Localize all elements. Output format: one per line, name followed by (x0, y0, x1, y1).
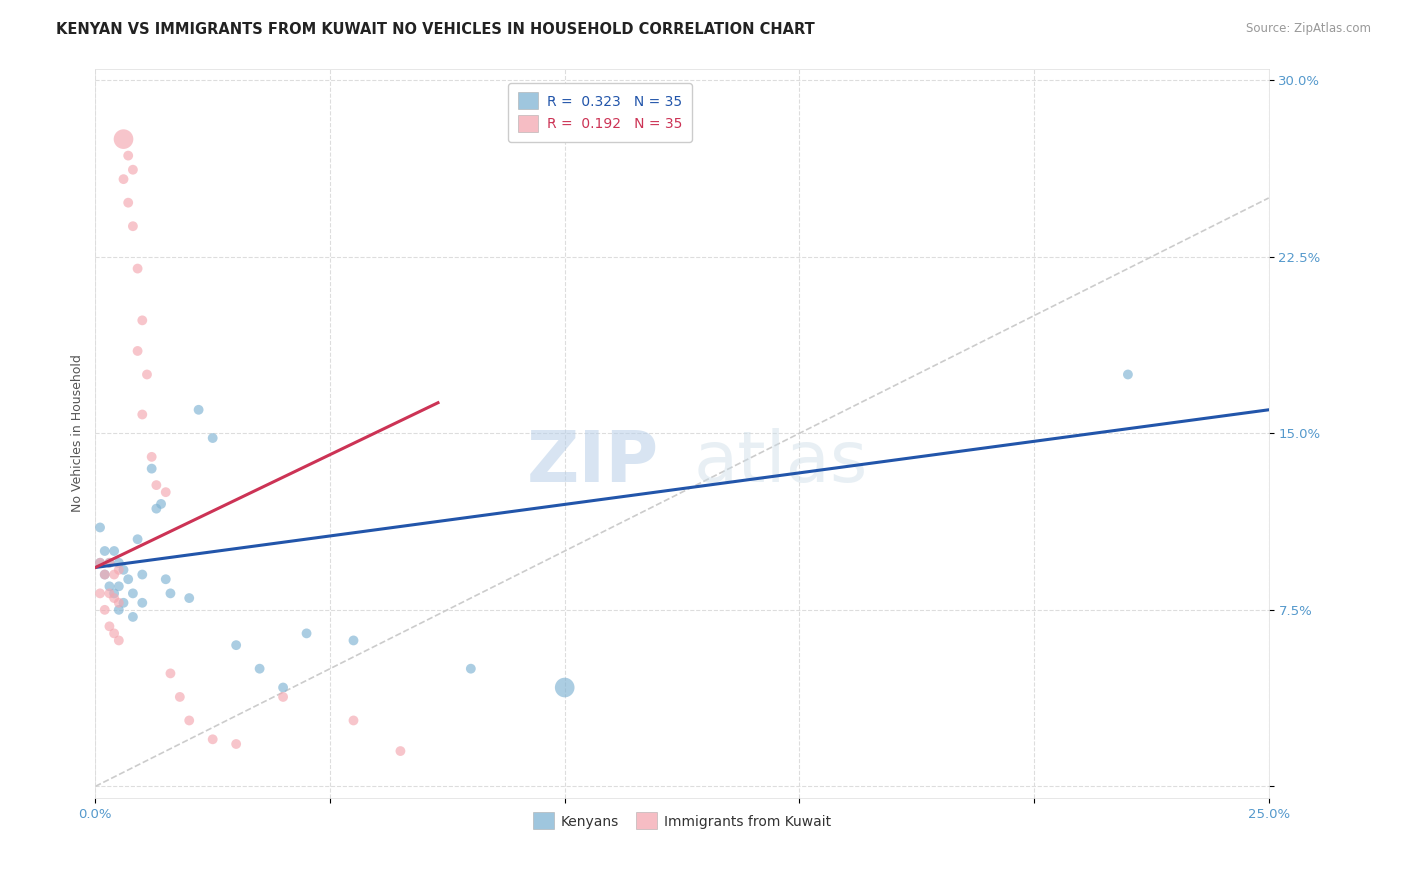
Point (93, 603, 115, 617)
Point (554, 681, 576, 695)
Point (150, 497, 173, 511)
Point (98, 619, 121, 633)
Point (131, 313, 153, 327)
Point (93, 544, 115, 558)
Point (201, 431, 224, 445)
Point (117, 572, 139, 586)
Text: Source: ZipAtlas.com: Source: ZipAtlas.com (1246, 22, 1371, 36)
Point (93, 567, 115, 582)
Point (1116, 368, 1139, 382)
Point (108, 603, 131, 617)
Text: KENYAN VS IMMIGRANTS FROM KUWAIT NO VEHICLES IN HOUSEHOLD CORRELATION CHART: KENYAN VS IMMIGRANTS FROM KUWAIT NO VEHI… (56, 22, 815, 37)
Point (342, 714, 364, 728)
Point (108, 633, 131, 648)
Point (89, 556, 111, 570)
Point (131, 596, 153, 610)
Point (141, 461, 163, 475)
Point (460, 662, 482, 676)
Point (389, 744, 412, 758)
Point (169, 690, 191, 704)
Point (103, 567, 125, 582)
Point (155, 572, 177, 586)
Point (108, 563, 131, 577)
Legend: Kenyans, Immigrants from Kuwait: Kenyans, Immigrants from Kuwait (527, 807, 837, 835)
Point (122, 610, 145, 624)
Point (136, 368, 159, 382)
Point (108, 556, 131, 570)
Point (271, 681, 294, 695)
Point (145, 478, 167, 492)
Point (145, 501, 167, 516)
Point (271, 690, 294, 704)
Point (342, 633, 364, 648)
Point (89, 556, 111, 570)
Point (98, 556, 121, 570)
Point (117, 148, 139, 162)
Point (103, 544, 125, 558)
Point (112, 596, 135, 610)
Point (201, 732, 224, 747)
Point (225, 638, 247, 652)
Point (249, 662, 271, 676)
Point (127, 261, 149, 276)
Point (122, 162, 145, 177)
Point (225, 737, 247, 751)
Point (98, 586, 121, 600)
Point (159, 586, 181, 600)
Point (112, 563, 135, 577)
Point (108, 596, 131, 610)
Point (108, 579, 131, 593)
Text: ZIP: ZIP (526, 428, 658, 497)
Point (112, 132, 135, 146)
Point (103, 586, 125, 600)
Point (159, 666, 181, 681)
Point (122, 219, 145, 234)
Point (98, 579, 121, 593)
Y-axis label: No Vehicles in Household: No Vehicles in Household (72, 354, 84, 512)
Point (103, 591, 125, 605)
Point (103, 626, 125, 640)
Point (187, 402, 209, 417)
Point (155, 485, 177, 500)
Point (117, 195, 139, 210)
Point (98, 556, 121, 570)
Point (179, 591, 201, 605)
Point (179, 714, 201, 728)
Point (131, 408, 153, 422)
Point (122, 586, 145, 600)
Text: atlas: atlas (693, 428, 868, 497)
Point (93, 567, 115, 582)
Point (89, 520, 111, 534)
Point (127, 343, 149, 358)
Point (295, 626, 318, 640)
Point (131, 567, 153, 582)
Point (127, 533, 149, 547)
Point (89, 586, 111, 600)
Point (112, 172, 135, 186)
Point (141, 450, 163, 464)
